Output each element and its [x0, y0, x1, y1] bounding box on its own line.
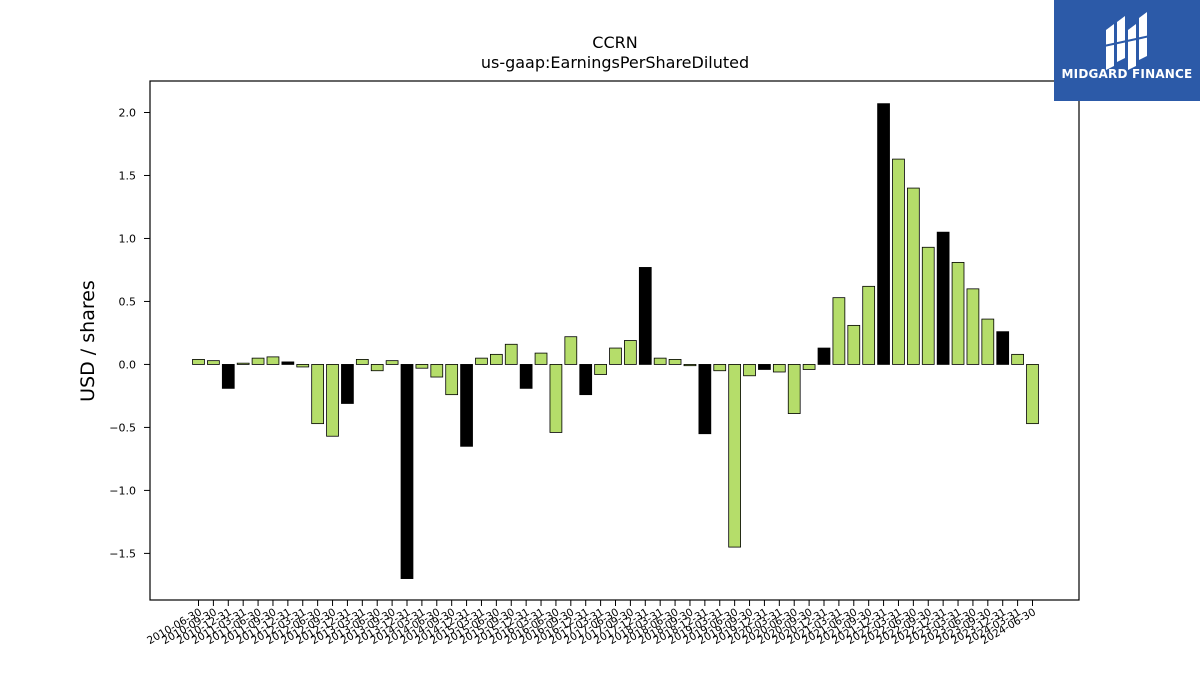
y-tick-label: −1.5: [109, 547, 136, 560]
bar-2021-03-31: [832, 297, 846, 365]
y-tick-label: 2.0: [119, 106, 137, 119]
y-tick-label: −0.5: [109, 421, 136, 434]
bar-2020-06-30: [787, 364, 801, 414]
bar-2014-06-30: [430, 364, 444, 378]
bar-2012-06-30: [311, 364, 325, 425]
bar-2018-12-31: [698, 364, 712, 435]
bar-2014-03-31: [415, 364, 429, 369]
plot-frame: [149, 80, 1080, 601]
bar-2017-12-31: [638, 267, 652, 365]
bar-2013-03-31: [355, 358, 369, 365]
bar-2017-09-30: [624, 340, 637, 365]
midgard-logo-icon: [1054, 0, 1200, 101]
y-axis-ticks: −1.5 −1.0 −0.5 0.0 0.5 1.0 1.5 2.0: [109, 106, 150, 560]
bar-2010-09-30: [207, 360, 220, 365]
bar-2022-06-30: [907, 187, 920, 365]
bar-2015-09-30: [504, 343, 518, 365]
bar-2014-12-31: [460, 364, 473, 447]
bar-2022-09-30: [921, 246, 935, 365]
bar-2011-06-30: [251, 357, 265, 365]
bar-2019-03-31: [713, 364, 727, 372]
y-tick-label: 1.0: [119, 232, 137, 245]
bar-2013-12-31: [400, 364, 414, 579]
bar-2017-03-31: [594, 364, 607, 375]
brand-logo: MIDGARD FINANCE: [1054, 0, 1200, 101]
bar-2023-12-31: [996, 331, 1010, 365]
bar-2021-09-30: [862, 285, 876, 365]
bar-2014-09-30: [445, 364, 459, 396]
bar-2017-06-30: [609, 347, 622, 365]
bar-2023-06-30: [966, 288, 980, 365]
bar-2015-03-31: [475, 357, 488, 365]
bar-2022-03-31: [892, 158, 905, 365]
bar-2015-12-31: [519, 364, 533, 389]
bar-2023-09-30: [981, 318, 995, 365]
bar-2024-03-31: [1011, 353, 1024, 365]
bar-2012-03-31: [296, 364, 310, 368]
bar-2012-09-30: [326, 364, 339, 437]
bar-2018-06-30: [668, 358, 682, 365]
bar-2013-06-30: [370, 364, 384, 372]
bar-2021-12-31: [877, 103, 890, 365]
y-tick-label: 0.0: [119, 358, 137, 371]
bar-2012-12-31: [341, 364, 354, 404]
brand-name: MIDGARD FINANCE: [1061, 67, 1193, 81]
chart-subtitle: us-gaap:EarningsPerShareDiluted: [481, 53, 749, 72]
bar-2015-06-30: [489, 353, 503, 365]
bar-2020-12-31: [817, 347, 831, 365]
bar-2016-03-31: [534, 352, 548, 365]
bar-2024-06-30: [1026, 364, 1039, 425]
bar-2019-12-31: [758, 364, 771, 370]
bar-2011-09-30: [266, 356, 280, 365]
bar-2010-06-30: [192, 358, 205, 365]
bar-2023-03-31: [951, 261, 965, 365]
chart-title: CCRN: [592, 33, 637, 52]
bar-2018-09-30: [683, 364, 697, 367]
bar-2016-12-31: [579, 364, 593, 396]
bar-2019-06-30: [728, 364, 742, 548]
bar-2010-12-31: [221, 364, 235, 389]
bar-2018-03-31: [653, 357, 667, 365]
y-axis-label: USD / shares: [77, 280, 99, 402]
bar-2011-12-31: [281, 361, 295, 365]
y-tick-label: −1.0: [109, 484, 136, 497]
bar-2013-09-30: [385, 360, 399, 365]
bar-2019-09-30: [743, 364, 756, 377]
y-tick-label: 0.5: [119, 295, 137, 308]
bar-2020-03-31: [772, 364, 786, 373]
bar-2022-12-31: [936, 231, 950, 365]
y-tick-label: 1.5: [119, 169, 137, 182]
bar-2016-09-30: [564, 336, 578, 365]
bar-2016-06-30: [549, 364, 563, 433]
bar-2011-03-31: [236, 362, 250, 365]
bars-layer: [192, 103, 1039, 579]
bar-2021-06-30: [847, 324, 861, 365]
bar-2020-09-30: [802, 364, 816, 370]
x-axis-ticks: 2010-06-302010-09-302010-12-312011-03-31…: [145, 600, 1038, 647]
